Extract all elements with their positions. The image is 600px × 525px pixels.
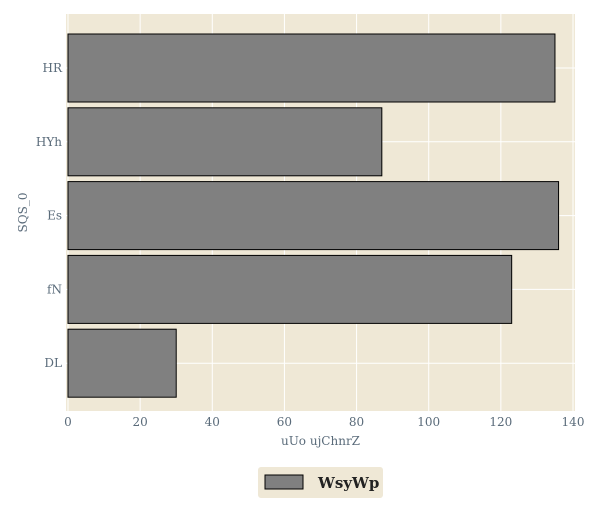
- y-tick-labels: HR HYh Es fN DL: [36, 61, 63, 370]
- x-tick-labels: 0 20 40 60 80 100 120 140: [64, 415, 584, 429]
- y-tick-label-1: HYh: [36, 135, 62, 149]
- y-tick-label-2: Es: [47, 209, 62, 223]
- legend-label: WsyWp: [317, 474, 379, 492]
- x-tick-label-4: 80: [349, 415, 364, 429]
- legend: WsyWp: [258, 467, 383, 498]
- x-axis-label: uUo ujChnrZ: [281, 434, 360, 448]
- bar-Es: [67, 181, 560, 251]
- y-axis-label: SQS_0: [16, 193, 30, 233]
- bar-HR: [67, 33, 556, 103]
- x-tick-label-1: 20: [133, 415, 148, 429]
- x-tick-label-5: 100: [417, 415, 440, 429]
- x-tick-label-0: 0: [64, 415, 72, 429]
- bar-HYh: [67, 107, 383, 177]
- legend-swatch: [264, 474, 304, 490]
- x-tick-label-6: 120: [489, 415, 512, 429]
- bar-fN: [67, 254, 513, 324]
- x-tick-label-7: 140: [562, 415, 585, 429]
- y-tick-label-4: DL: [44, 356, 62, 370]
- bar-DL: [67, 328, 177, 398]
- y-tick-label-0: HR: [43, 61, 63, 75]
- y-tick-label-3: fN: [47, 282, 62, 296]
- bars: [67, 33, 560, 398]
- x-tick-label-3: 60: [277, 415, 292, 429]
- x-tick-label-2: 40: [205, 415, 220, 429]
